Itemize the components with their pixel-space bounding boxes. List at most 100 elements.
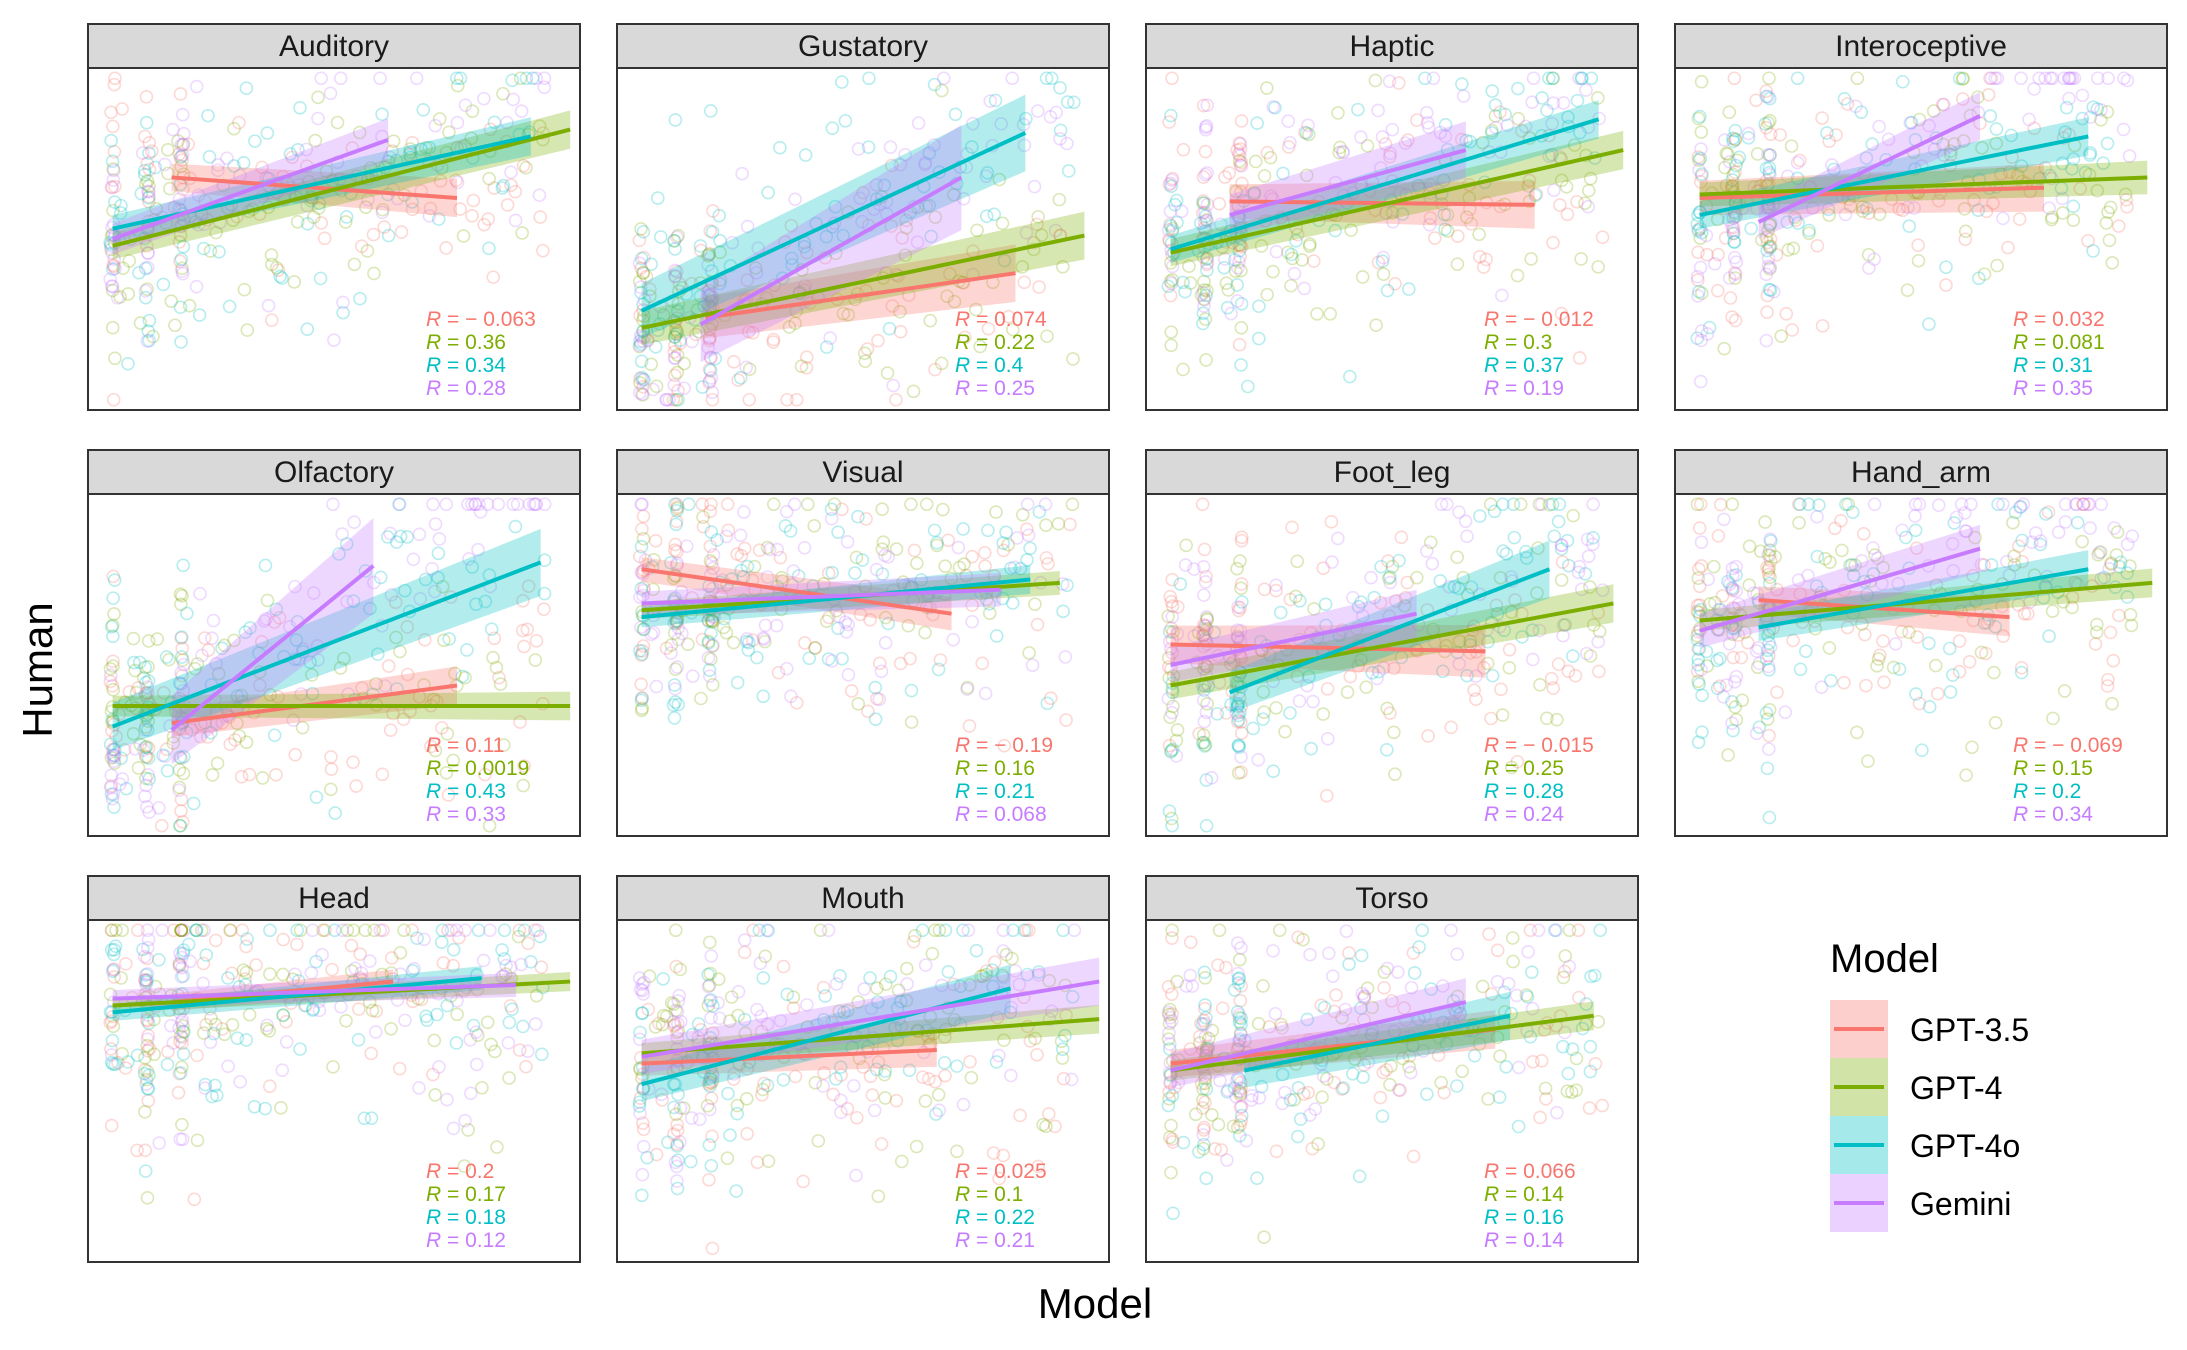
data-point xyxy=(702,375,717,390)
data-point xyxy=(118,1061,133,1075)
data-point xyxy=(154,818,169,833)
data-point xyxy=(514,104,529,119)
data-point xyxy=(223,923,238,938)
data-point xyxy=(667,368,682,383)
data-point xyxy=(106,682,121,697)
y-axis-title: Human xyxy=(14,602,61,737)
data-point xyxy=(766,497,781,512)
panel-background xyxy=(617,68,1109,410)
data-point xyxy=(648,534,663,548)
data-point xyxy=(140,686,155,700)
data-point xyxy=(654,1087,669,1102)
data-point xyxy=(1711,529,1726,543)
data-point xyxy=(1558,618,1573,632)
data-point xyxy=(668,269,683,283)
data-point xyxy=(1196,1082,1210,1096)
data-point xyxy=(1331,106,1345,120)
data-point xyxy=(1737,625,1752,640)
confidence-band xyxy=(641,964,1011,1102)
data-point xyxy=(701,340,715,355)
data-point xyxy=(2099,216,2114,230)
data-point xyxy=(703,568,718,583)
data-point xyxy=(400,667,415,682)
data-point xyxy=(1342,957,1356,972)
data-point xyxy=(788,192,802,207)
data-point xyxy=(228,733,242,747)
data-point xyxy=(428,584,442,599)
points-gemini xyxy=(1161,71,1606,321)
data-point xyxy=(385,144,399,158)
data-point xyxy=(139,90,154,104)
data-point xyxy=(1958,524,1973,538)
data-point xyxy=(2017,606,2032,621)
data-point xyxy=(527,923,542,938)
data-point xyxy=(1376,661,1391,675)
data-point xyxy=(922,198,937,213)
data-point xyxy=(1824,673,1838,688)
data-point xyxy=(1201,1039,1215,1054)
data-point xyxy=(287,275,302,289)
data-point xyxy=(1433,125,1448,140)
data-point xyxy=(940,289,954,304)
data-point xyxy=(259,612,274,626)
data-point xyxy=(1843,558,1857,573)
data-point xyxy=(1534,497,1549,512)
data-point xyxy=(1198,223,1213,238)
data-point xyxy=(1340,685,1355,700)
data-point xyxy=(1343,369,1357,384)
data-point xyxy=(239,735,254,750)
data-point xyxy=(1856,527,1871,541)
data-point xyxy=(1690,604,1704,619)
data-point xyxy=(1230,278,1244,292)
data-point xyxy=(1382,571,1396,586)
data-point xyxy=(2083,110,2098,124)
data-point xyxy=(1166,1135,1180,1149)
data-point xyxy=(442,632,457,646)
data-point xyxy=(1996,497,2010,512)
data-point xyxy=(677,381,691,396)
data-point xyxy=(428,1088,442,1102)
data-point xyxy=(932,1103,947,1118)
data-point xyxy=(1318,597,1333,612)
data-point xyxy=(1039,1119,1053,1134)
data-point xyxy=(1208,1142,1222,1156)
data-point xyxy=(1586,497,1600,512)
data-point xyxy=(1343,669,1358,684)
data-point xyxy=(1954,497,1969,512)
data-point xyxy=(1280,642,1294,657)
data-point xyxy=(1234,1099,1249,1114)
data-point xyxy=(1971,203,1986,218)
data-point xyxy=(816,577,831,591)
data-point xyxy=(635,691,649,706)
data-point xyxy=(737,1012,752,1027)
data-point xyxy=(2012,212,2027,226)
data-point xyxy=(870,691,884,706)
data-point xyxy=(1233,148,1247,163)
data-point xyxy=(824,511,839,526)
data-point xyxy=(1511,111,1526,126)
data-point xyxy=(635,1060,650,1075)
data-point xyxy=(338,215,353,229)
data-point xyxy=(1476,260,1491,274)
data-point xyxy=(386,182,400,197)
data-point xyxy=(1197,683,1211,697)
data-point xyxy=(1762,649,1776,663)
data-point xyxy=(423,201,438,216)
data-point xyxy=(105,715,119,729)
data-point xyxy=(643,282,657,297)
data-point xyxy=(132,655,147,670)
data-point xyxy=(704,525,719,539)
data-point xyxy=(1726,723,1740,738)
data-point xyxy=(339,210,354,224)
data-point xyxy=(1454,132,1469,147)
data-point xyxy=(1828,521,1842,536)
points-gpt-3.5 xyxy=(1161,923,1610,1164)
data-point xyxy=(139,978,153,992)
data-point xyxy=(103,662,118,676)
data-point xyxy=(1735,693,1750,708)
data-point xyxy=(1922,636,1936,651)
data-point xyxy=(1554,173,1569,188)
data-point xyxy=(1443,1017,1457,1032)
data-point xyxy=(799,360,814,375)
data-point xyxy=(670,1025,684,1040)
